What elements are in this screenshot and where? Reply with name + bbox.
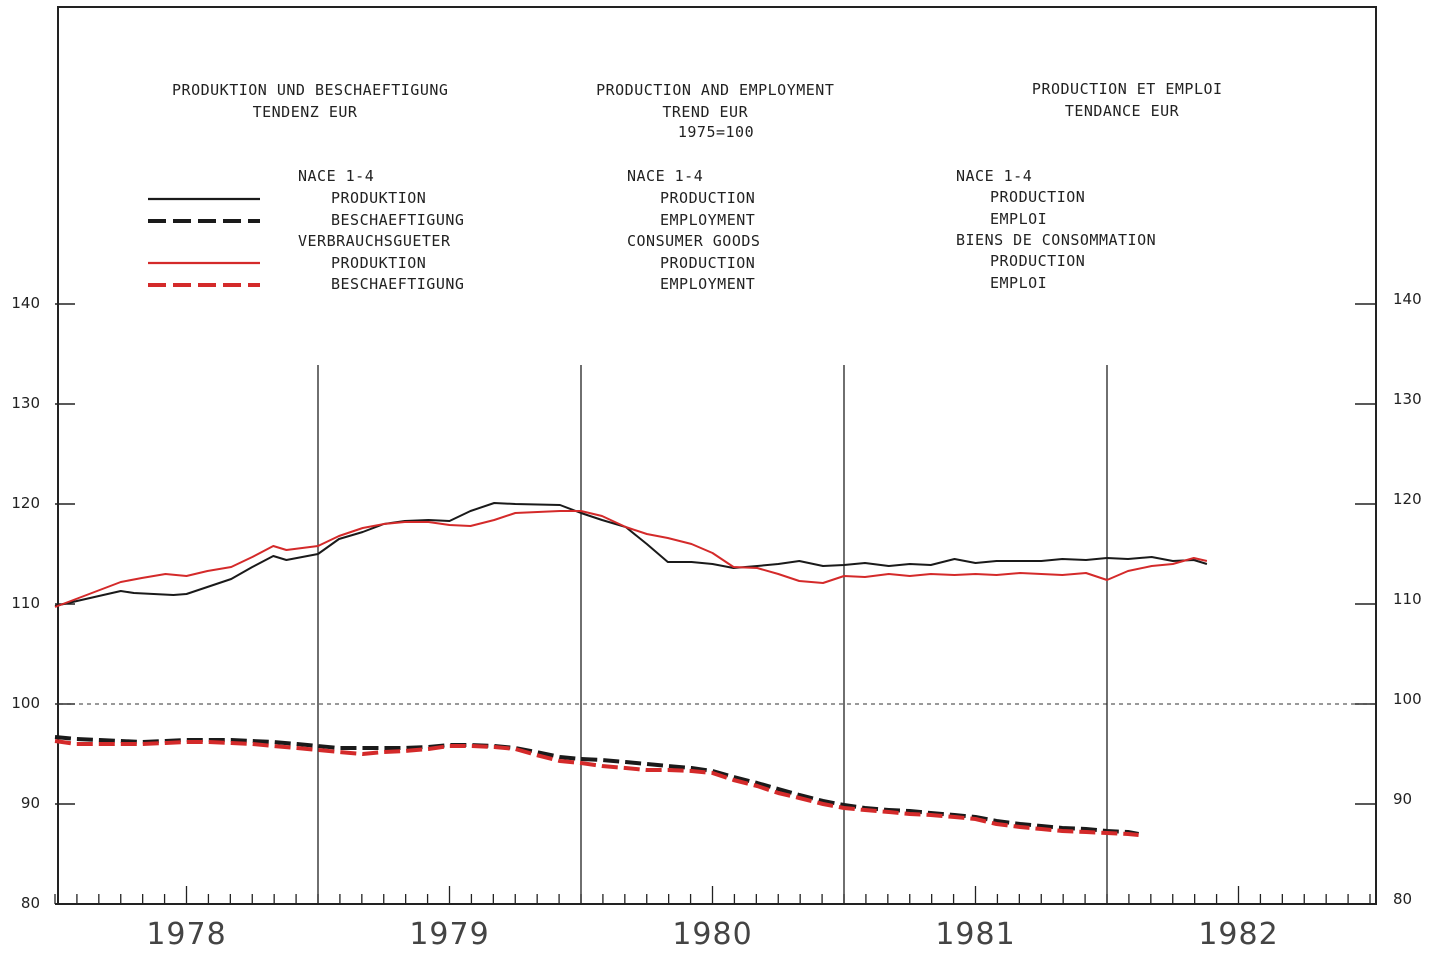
legend-de-group1: NACE 1-4 [298, 167, 374, 185]
y-tick-label-left-100: 100 [11, 694, 40, 712]
series-line-cons_emp [54, 739, 1139, 837]
y-tick-label-right-120: 120 [1393, 490, 1422, 508]
legend-fr-group1: NACE 1-4 [956, 167, 1032, 185]
legend-fr-prod1: PRODUCTION [990, 188, 1085, 206]
y-tick-label-right-100: 100 [1393, 690, 1422, 708]
page-frame [57, 6, 1377, 905]
y-tick-label-left-90: 90 [21, 794, 40, 812]
legend-de-emp2: BESCHAEFTIGUNG [331, 275, 464, 293]
legend-en-prod2: PRODUCTION [660, 254, 755, 272]
header-fr-line-2: TENDANCE EUR [1065, 102, 1180, 120]
x-label-1978: 1978 [146, 917, 226, 952]
header-en-line-2: TREND EUR [662, 103, 748, 121]
x-label-1982: 1982 [1198, 917, 1278, 952]
header-fr-line-1: PRODUCTION ET EMPLOI [1032, 80, 1223, 98]
header-en-line-3: 1975=100 [678, 123, 754, 141]
series-line-cons_prod [54, 510, 1208, 608]
legend-en-group2: CONSUMER GOODS [627, 232, 760, 250]
legend-en-emp1: EMPLOYMENT [660, 211, 755, 229]
y-tick-label-right-80: 80 [1393, 890, 1412, 908]
header-en-line-1: PRODUCTION AND EMPLOYMENT [596, 81, 834, 99]
y-tick-label-left-80: 80 [21, 894, 40, 912]
legend-en-group1: NACE 1-4 [627, 167, 703, 185]
series-line-nace_emp [54, 735, 1139, 836]
y-tick-label-left-110: 110 [11, 594, 40, 612]
header-de-line-2: TENDENZ EUR [253, 103, 358, 121]
legend-de-prod2: PRODUKTION [331, 254, 426, 272]
y-tick-label-right-90: 90 [1393, 790, 1412, 808]
legend-de-emp1: BESCHAEFTIGUNG [331, 211, 464, 229]
y-tick-label-left-120: 120 [11, 494, 40, 512]
y-tick-label-left-130: 130 [11, 394, 40, 412]
x-label-1980: 1980 [672, 917, 752, 952]
legend-de-group2: VERBRAUCHSGUETER [298, 232, 451, 250]
y-tick-label-left-140: 140 [11, 294, 40, 312]
y-tick-label-right-130: 130 [1393, 390, 1422, 408]
y-tick-label-right-110: 110 [1393, 590, 1422, 608]
x-label-1981: 1981 [935, 917, 1015, 952]
header-de-line-1: PRODUKTION UND BESCHAEFTIGUNG [172, 81, 448, 99]
legend-fr-emp1: EMPLOI [990, 210, 1047, 228]
header-fr: PRODUCTION ET EMPLOI TENDANCE EUR [1032, 80, 1232, 120]
legend-fr-group2: BIENS DE CONSOMMATION [956, 231, 1156, 249]
x-label-1979: 1979 [409, 917, 489, 952]
legend-fr-prod2: PRODUCTION [990, 252, 1085, 270]
y-tick-label-right-140: 140 [1393, 290, 1422, 308]
legend-en-prod1: PRODUCTION [660, 189, 755, 207]
legend-fr-emp2: EMPLOI [990, 274, 1047, 292]
header-de: PRODUKTION UND BESCHAEFTIGUNG TENDENZ EU… [172, 81, 458, 121]
plot-area: 80 80 90 90 100 100 110 110 120 120 130 130 140 140 19… [11, 290, 1421, 952]
series-line-nace_prod [54, 502, 1208, 607]
legend-en-emp2: EMPLOYMENT [660, 275, 755, 293]
header-en: PRODUCTION AND EMPLOYMENT TREND EUR 1975… [596, 81, 844, 141]
legend-de-prod1: PRODUKTION [331, 189, 426, 207]
